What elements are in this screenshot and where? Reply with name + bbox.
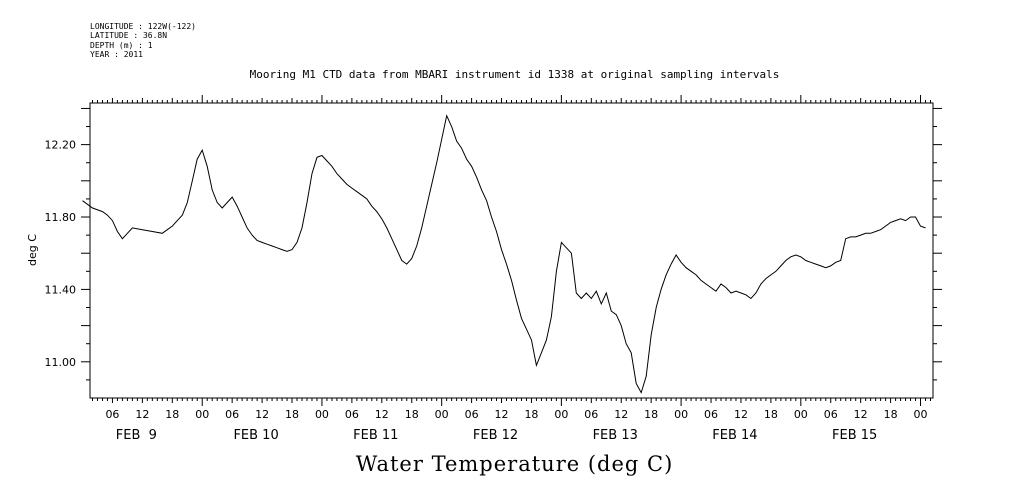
x-tick-label: 06 <box>824 408 838 421</box>
x-tick-label: 06 <box>225 408 239 421</box>
x-tick-label: 00 <box>674 408 688 421</box>
x-tick-label: 18 <box>524 408 538 421</box>
x-tick-label: 00 <box>435 408 449 421</box>
x-tick-label: 12 <box>375 408 389 421</box>
x-tick-label: 12 <box>614 408 628 421</box>
x-day-label: FEB 12 <box>473 428 518 443</box>
year-label: YEAR : 2011 <box>90 49 143 59</box>
axis-ticks <box>81 95 942 406</box>
plot-frame <box>89 102 934 399</box>
depth-label: DEPTH (m) : 1 <box>90 40 153 50</box>
metadata-block: LONGITUDE : 122W(-122) LATITUDE : 36.8N … <box>90 22 196 59</box>
x-day-label: FEB 14 <box>712 428 757 443</box>
y-tick-label: 12.20 <box>45 139 77 152</box>
x-axis-title: Water Temperature (deg C) <box>355 452 674 476</box>
x-tick-label: 12 <box>854 408 868 421</box>
x-tick-label: 18 <box>884 408 898 421</box>
x-tick-label: 18 <box>165 408 179 421</box>
x-tick-label: 18 <box>285 408 299 421</box>
x-tick-label: 18 <box>644 408 658 421</box>
longitude-label: LONGITUDE : 122W(-122) <box>90 22 196 31</box>
y-tick-label: 11.40 <box>45 283 77 296</box>
x-tick-label: 18 <box>405 408 419 421</box>
x-day-label: FEB 11 <box>353 428 398 443</box>
x-tick-label: 06 <box>704 408 718 421</box>
x-tick-label: 06 <box>584 408 598 421</box>
latitude-label: LATITUDE : 36.8N <box>90 31 168 41</box>
x-tick-label: 00 <box>794 408 808 421</box>
x-tick-label: 12 <box>135 408 149 421</box>
x-tick-label: 12 <box>255 408 269 421</box>
y-tick-label: 11.80 <box>45 211 77 224</box>
y-tick-label: 11.00 <box>45 356 77 369</box>
x-day-label: FEB 15 <box>832 428 877 443</box>
x-tick-label: 18 <box>764 408 778 421</box>
x-tick-label: 06 <box>465 408 479 421</box>
x-tick-label: 12 <box>495 408 509 421</box>
x-tick-label: 00 <box>554 408 568 421</box>
x-tick-label: 12 <box>734 408 748 421</box>
chart-title: Mooring M1 CTD data from MBARI instrumen… <box>249 68 780 81</box>
x-tick-label: 00 <box>315 408 329 421</box>
x-day-label: FEB 9 <box>116 428 157 443</box>
series-line <box>82 114 926 394</box>
x-tick-label: 06 <box>105 408 119 421</box>
x-day-label: FEB 10 <box>233 428 278 443</box>
x-tick-label: 06 <box>345 408 359 421</box>
x-tick-label: 00 <box>195 408 209 421</box>
x-day-label: FEB 13 <box>593 428 638 443</box>
x-tick-label: 00 <box>914 408 928 421</box>
axis-labels: 06 12 18 00 06 12 18 00 06 12 18 00 06 12 18 00 06 12 18 00… <box>45 139 928 443</box>
y-axis-label: deg C <box>26 234 39 266</box>
